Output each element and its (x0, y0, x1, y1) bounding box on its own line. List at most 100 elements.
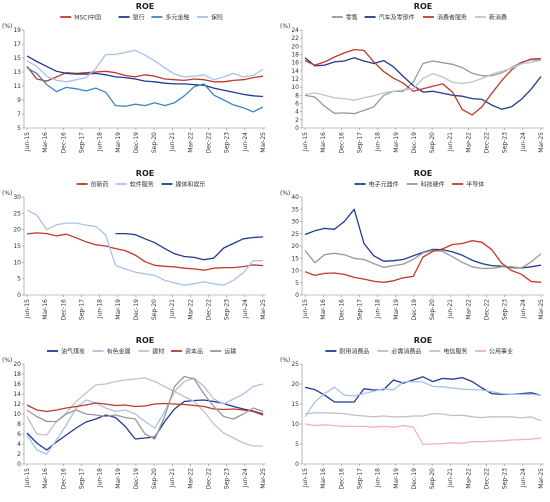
series-line (304, 59, 542, 101)
x-tick-label: Mar-25 (260, 132, 267, 153)
chart-panel-3: ROE (%) 创新药 软件服务 媒体和娱乐 0 5 10 15 20 25 30 Jun-15 Mar-… (2, 169, 267, 321)
chart-title: ROE (136, 2, 154, 11)
y-tick-label: 12 (13, 401, 21, 408)
x-tick-label: Sep-20 (151, 299, 158, 320)
y-tick-label: 0 (295, 461, 299, 468)
legend-label: 软件服务 (130, 181, 154, 189)
x-tick-label: Mar-16 (320, 132, 327, 153)
x-tick-label: Sep-17 (78, 468, 85, 489)
series-line (115, 232, 264, 261)
x-tick-label: Mar-19 (393, 468, 400, 489)
x-tick-label: Mar-22 (465, 299, 472, 320)
legend-label: 零售 (346, 14, 358, 22)
x-tick-label: Mar-16 (42, 132, 49, 153)
y-unit-label: (%) (280, 357, 290, 364)
series-line (304, 376, 542, 403)
y-tick-label: 15 (13, 243, 21, 250)
y-tick-label: 17 (13, 41, 21, 48)
x-tick-label: Sep-23 (502, 468, 509, 489)
x-tick-label: Sep-20 (151, 132, 158, 153)
x-tick-label: Jun-24 (520, 468, 527, 488)
y-tick-label: 15 (291, 255, 299, 262)
chart-panel-4: ROE (%) 电子元器件 科技硬件 半导体 0 5 10 15 20 25 30 35 40 Jun-15… (280, 169, 545, 321)
y-tick-label: 0 (295, 125, 299, 132)
y-tick-label: 14 (13, 391, 21, 398)
x-tick-label: Jun-15 (24, 468, 31, 488)
legend-label: 公用事业 (489, 348, 513, 356)
series-line (26, 55, 264, 98)
x-tick-label: Mar-16 (42, 468, 49, 489)
y-tick-label: 20 (13, 361, 21, 368)
x-tick-label: Mar-19 (115, 299, 122, 320)
y-tick-label: 5 (295, 441, 299, 448)
legend-label: 有色金属 (107, 348, 131, 356)
y-tick-label: 25 (291, 231, 299, 238)
y-tick-label: 30 (291, 219, 299, 226)
x-tick-label: Jun-15 (302, 299, 309, 319)
x-tick-label: Mar-25 (260, 468, 267, 489)
series-line (26, 209, 263, 286)
x-tick-label: Mar-25 (260, 299, 267, 320)
x-tick-label: Jun-24 (242, 468, 249, 488)
x-tick-label: Dec-16 (338, 468, 345, 490)
x-tick-label: Jun-15 (24, 299, 31, 319)
legend-label: 建材 (152, 348, 164, 356)
y-tick-label: 5 (295, 280, 299, 287)
y-tick-label: 22 (291, 35, 299, 42)
y-tick-label: 10 (291, 268, 299, 275)
series-line (304, 48, 542, 116)
x-tick-label: Mar-22 (465, 132, 472, 153)
y-tick-label: 18 (291, 52, 299, 59)
x-tick-label: Jun-21 (447, 468, 454, 488)
chart-panel-6: ROE (%) 耐用消费品 必需消费品 电信服务 公用事业 0 5 10 15 20 25 Jun-15… (280, 336, 545, 490)
y-tick-label: 6 (17, 431, 21, 438)
x-tick-label: Mar-25 (538, 468, 545, 489)
x-tick-label: Dec-19 (411, 468, 418, 490)
y-unit-label: (%) (280, 23, 290, 30)
x-tick-label: Dec-16 (338, 132, 345, 154)
y-tick-label: 15 (291, 401, 299, 408)
y-tick-label: 35 (291, 206, 299, 213)
y-tick-label: 25 (13, 210, 21, 217)
series-line (26, 375, 264, 440)
x-tick-label: Sep-23 (502, 132, 509, 153)
y-tick-label: 9 (17, 97, 21, 104)
series-line (26, 232, 264, 271)
x-tick-label: Jun-24 (242, 299, 249, 319)
y-tick-label: 19 (13, 27, 21, 34)
y-tick-label: 20 (291, 243, 299, 250)
x-tick-label: Dec-19 (133, 299, 140, 321)
x-tick-label: Sep-20 (151, 468, 158, 489)
x-tick-label: Mar-25 (538, 299, 545, 320)
x-tick-label: Jun-18 (375, 468, 382, 488)
y-tick-label: 20 (291, 43, 299, 50)
x-tick-label: Dec-22 (484, 299, 491, 321)
y-tick-label: 10 (291, 421, 299, 428)
y-tick-label: 11 (13, 83, 21, 90)
y-tick-label: 5 (17, 276, 21, 283)
series-line (26, 377, 263, 447)
x-tick-label: Mar-16 (320, 299, 327, 320)
chart-panel-2: ROE(%)零售 汽车及零部件 消费者服务 新消费024681012141618202… (280, 2, 545, 154)
y-tick-label: 4 (295, 109, 299, 116)
y-tick-label: 8 (17, 421, 21, 428)
x-tick-label: Sep-23 (502, 299, 509, 320)
x-tick-label: Jun-21 (447, 299, 454, 319)
y-tick-label: 20 (291, 381, 299, 388)
y-tick-label: 40 (291, 194, 299, 201)
x-tick-label: Jun-21 (169, 299, 176, 319)
legend-label: 半导体 (466, 181, 484, 189)
x-tick-label: Dec-19 (133, 468, 140, 490)
y-tick-label: 5 (17, 125, 21, 132)
y-unit-label: (%) (280, 190, 290, 197)
x-tick-label: Mar-19 (393, 299, 400, 320)
legend-label: 创新药 (91, 181, 109, 189)
y-tick-label: 0 (17, 461, 21, 468)
chart-title: ROE (414, 169, 432, 178)
x-tick-label: Mar-19 (115, 132, 122, 153)
legend-label: 科技硬件 (421, 181, 445, 189)
y-tick-label: 10 (13, 259, 21, 266)
series-line (304, 423, 542, 446)
chart-title: ROE (136, 336, 154, 345)
x-tick-label: Sep-20 (429, 468, 436, 489)
